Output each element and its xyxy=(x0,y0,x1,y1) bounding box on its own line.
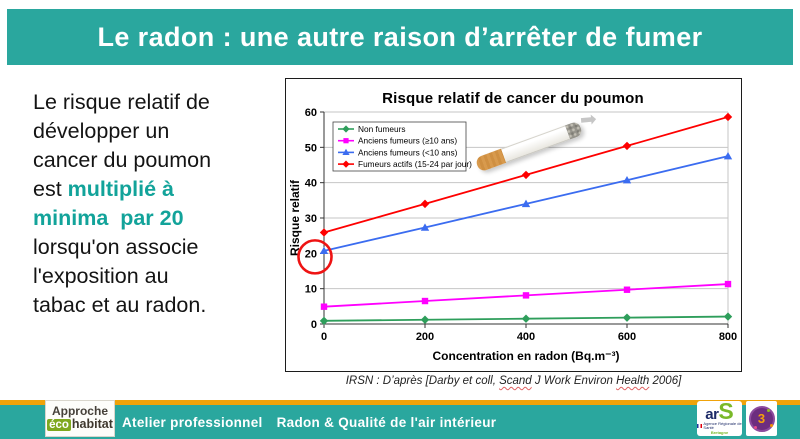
ars-logo-ar: ar xyxy=(705,406,719,424)
legend-label: Non fumeurs xyxy=(358,124,406,134)
footer-accent-line xyxy=(0,400,800,405)
citation-misspelled-word: Scand xyxy=(499,375,532,387)
paragraph-line: tabac et au radon. xyxy=(33,293,207,317)
x-tick-label: 200 xyxy=(416,331,434,343)
ars-logo-wordmark: arS xyxy=(705,400,734,424)
paragraph-line: cancer du poumon xyxy=(33,148,212,172)
ars-logo-s: S xyxy=(718,398,734,425)
prse-badge-circle: 3 xyxy=(748,405,775,432)
badge-dot-green xyxy=(766,408,770,412)
footer-bar: Atelier professionnel Radon & Qualité de… xyxy=(0,405,800,439)
ecohabitat-logo-habitat: habitat xyxy=(71,417,113,432)
footer-event-label: Atelier professionnel xyxy=(122,414,263,430)
badge-dot-orange xyxy=(769,423,773,427)
citation-misspelled-word: Health xyxy=(616,375,650,387)
citation-text: IRSN : D’après [Darby et coll, xyxy=(345,375,500,387)
slide-title: Le radon : une autre raison d’arrêter de… xyxy=(97,21,703,52)
ars-logo-subtext: Agence Régionale de Santé xyxy=(703,420,742,431)
series-Non fumeurs xyxy=(319,312,733,326)
citation: IRSN : D’après [Darby et coll, Scand J W… xyxy=(285,375,742,387)
paragraph-line: Le risque relatif de xyxy=(33,90,210,114)
badge-dot-pink xyxy=(753,425,757,429)
paragraph-line: minima par 20 xyxy=(33,206,184,230)
x-tick-label: 0 xyxy=(321,331,327,343)
french-flag-icon xyxy=(697,424,703,429)
series-Anciens fumeurs (<10 ans) xyxy=(319,151,733,255)
y-tick-label: 10 xyxy=(305,284,317,296)
ars-logo: arS Agence Régionale de Santé Bretagne xyxy=(697,400,742,436)
y-tick-label: 30 xyxy=(305,213,317,225)
y-axis-label: Risque relatif xyxy=(288,179,302,256)
ecohabitat-logo-line2: éco habitat xyxy=(47,417,113,432)
legend-label: Fumeurs actifs (15-24 par jour) xyxy=(358,159,472,169)
ecohabitat-logo: Approche éco habitat xyxy=(45,400,115,437)
highlight-circle-annotation xyxy=(297,239,333,275)
intro-paragraph: Le risque relatif de développer un cancer … xyxy=(33,88,289,320)
paragraph-line: l'exposition au xyxy=(33,264,169,288)
y-tick-label: 50 xyxy=(305,142,317,154)
series-Anciens fumeurs (≥10 ans) xyxy=(320,280,732,310)
ars-logo-subtext-row: Agence Régionale de Santé xyxy=(697,420,742,431)
legend-box xyxy=(332,121,467,172)
legend-label: Anciens fumeurs (≥10 ans) xyxy=(358,136,457,146)
series-Fumeurs actifs (15-24 par jour) xyxy=(319,112,733,237)
legend-label: Anciens fumeurs (<10 ans) xyxy=(358,147,458,157)
x-tick-label: 600 xyxy=(618,331,636,343)
paragraph-line: développer un xyxy=(33,119,170,143)
citation-text: 2006] xyxy=(649,375,682,387)
chart: 0 10 20 30 40 50 60 0 200 400 600 800 Risque relatif… xyxy=(285,78,742,372)
ecohabitat-logo-line1: Approche xyxy=(51,404,108,419)
arrow-right-icon: ➡ xyxy=(579,108,598,132)
chart-title: Risque relatif de cancer du poumon xyxy=(382,90,644,107)
prse-badge-logo: 3 xyxy=(746,401,777,436)
x-axis-label: Concentration en radon (Bq.m⁻³) xyxy=(433,349,620,363)
ars-logo-region: Bretagne xyxy=(710,429,729,435)
y-tick-label: 40 xyxy=(305,178,317,190)
footer-topic-label: Radon & Qualité de l'air intérieur xyxy=(276,414,497,430)
y-tick-label: 20 xyxy=(305,248,317,260)
slide-title-banner: Le radon : une autre raison d’arrêter de… xyxy=(7,9,793,65)
paragraph-line: est multiplié à xyxy=(33,177,174,201)
citation-text: J Work Environ xyxy=(531,375,617,387)
x-tick-label: 400 xyxy=(517,331,535,343)
prse-badge-number: 3 xyxy=(757,411,766,426)
y-tick-label: 0 xyxy=(311,319,317,331)
x-tick-label: 800 xyxy=(719,331,737,343)
ecohabitat-logo-eco: éco xyxy=(47,418,71,432)
paragraph-line: lorsqu'on associe xyxy=(33,235,199,259)
y-tick-label: 60 xyxy=(305,107,317,119)
